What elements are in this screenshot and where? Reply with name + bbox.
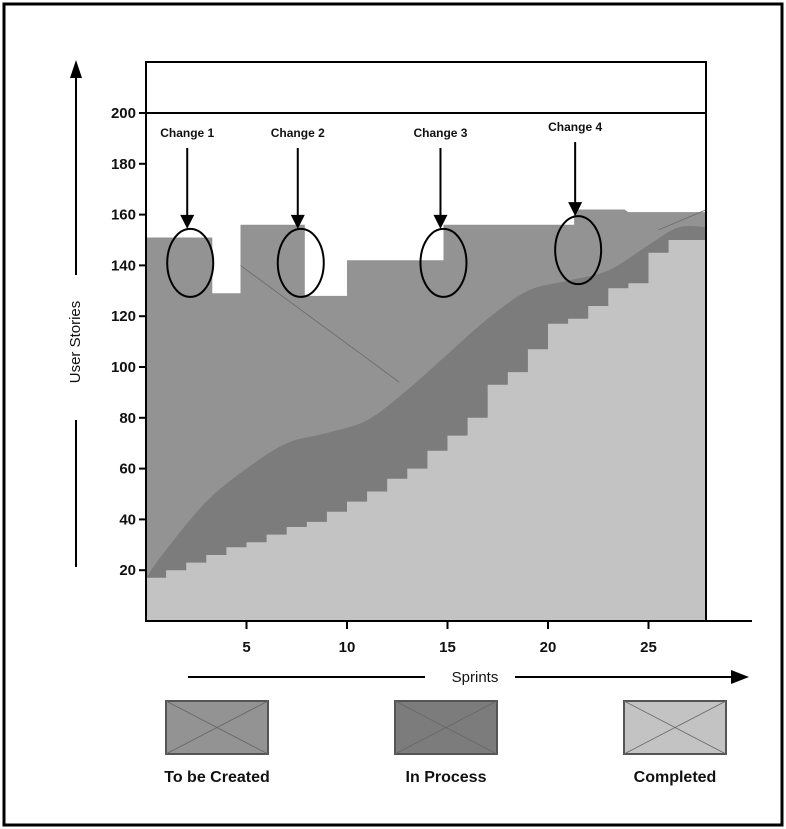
diagonal-guide-line [658,209,707,231]
x-tick-label: 5 [242,639,250,656]
legend-label: In Process [406,769,487,786]
x-axis-title: Sprints [452,669,499,686]
legend-item: In Process [394,700,498,786]
change-ellipse [554,215,603,286]
y-tick-label: 100 [111,359,136,376]
y-tick-label: 180 [111,156,136,173]
y-tick-label: 140 [111,257,136,274]
change-label: Change 3 [413,126,467,140]
y-tick-label: 40 [119,511,136,528]
y-tick-label: 160 [111,207,136,224]
y-tick-label: 60 [119,461,136,478]
x-tick-label: 15 [439,639,456,656]
change-arrowhead [433,214,448,229]
y-tick-label: 80 [119,410,136,427]
change-ellipse [166,227,215,298]
axes: 20 40 60 80 100 120 140 160 180 200 5 10 15 20 25 [70,60,752,684]
plot-area [145,61,707,622]
legend-item: Completed [623,700,727,786]
y-axis-arrowhead [70,60,82,78]
change-arrowhead [290,214,305,229]
area-completed [146,240,707,621]
y-axis-title: User Stories [67,301,84,384]
change-annotations: Change 1 Change 2 Change 3 Change 4 [160,120,603,298]
legend-label: Completed [634,769,717,786]
x-tick-label: 25 [640,639,657,656]
x-tick-label: 10 [339,639,356,656]
change-label: Change 4 [548,120,602,134]
legend: To be Created In Process Completed [164,700,727,786]
change-ellipse [276,227,325,298]
change-arrowhead [180,214,195,229]
change-label: Change 2 [271,126,325,140]
y-tick-label: 200 [111,105,136,122]
legend-swatch-cross [165,700,269,755]
y-tick-label: 120 [111,308,136,325]
legend-swatch-cross [394,700,498,755]
legend-swatch-cross [623,700,727,755]
diagonal-guide-line [240,265,400,383]
x-axis-arrowhead [731,670,749,684]
change-label: Change 1 [160,126,214,140]
y-tick-label: 20 [119,562,136,579]
change-arrowhead [568,202,583,217]
legend-item: To be Created [164,700,270,786]
change-ellipse [419,227,468,298]
x-tick-label: 20 [540,639,557,656]
legend-label: To be Created [164,769,270,786]
